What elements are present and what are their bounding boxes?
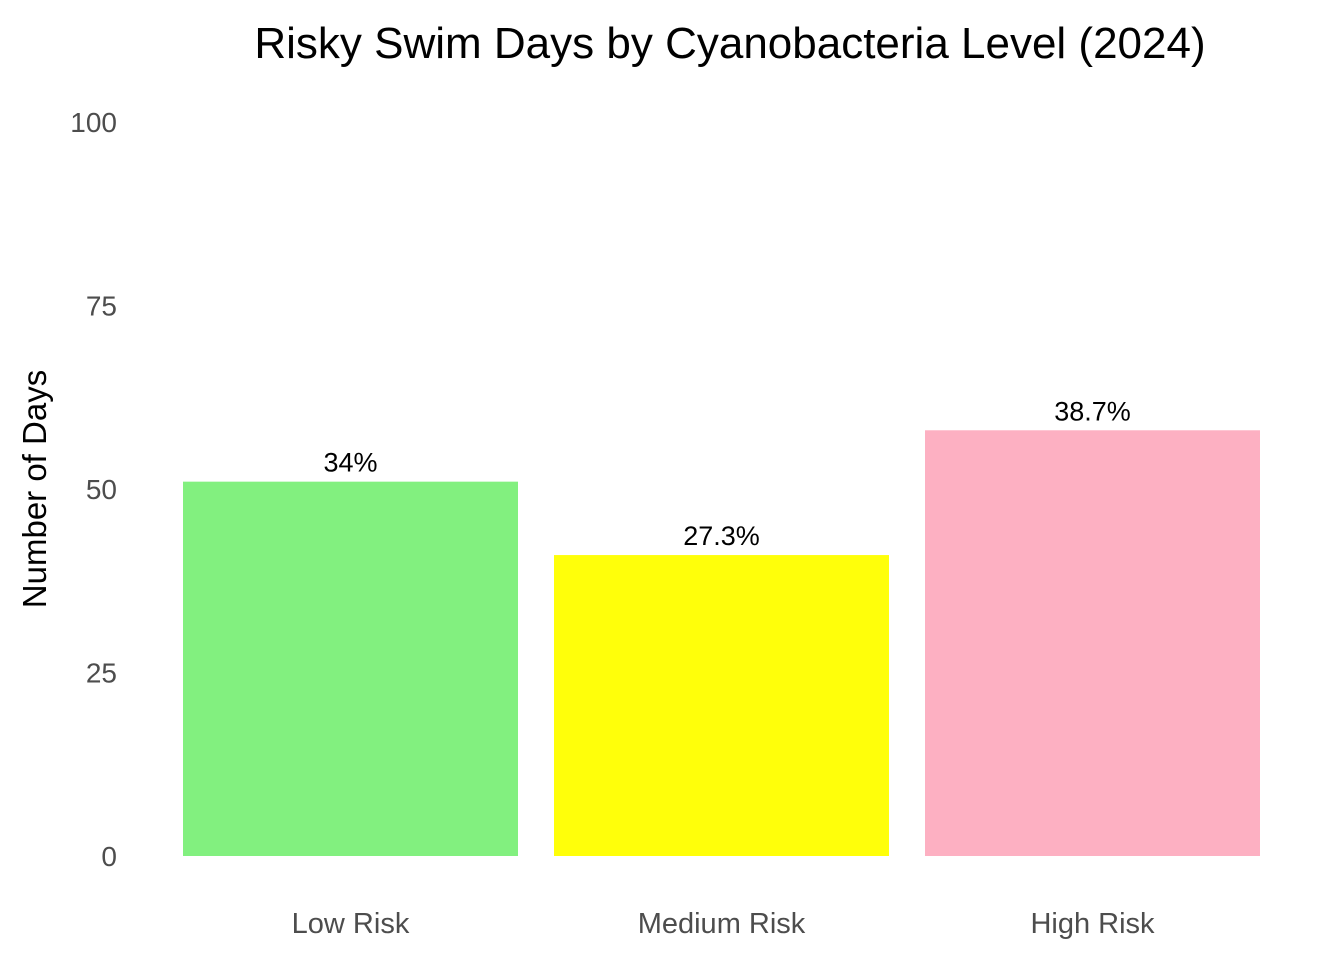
- x-tick-label: Low Risk: [292, 908, 410, 940]
- chart-title: Risky Swim Days by Cyanobacteria Level (…: [254, 19, 1205, 68]
- y-tick-label: 50: [86, 474, 117, 505]
- x-tick-label: High Risk: [1030, 908, 1155, 940]
- bar-data-label: 27.3%: [683, 521, 760, 551]
- bar: [925, 430, 1260, 856]
- y-tick-label: 100: [70, 107, 117, 138]
- y-axis-ticks: 0 25 50 75 100: [70, 107, 117, 872]
- bar: [183, 481, 518, 856]
- bar-labels-group: 34% 27.3% 38.7%: [323, 396, 1130, 551]
- bar-data-label: 38.7%: [1054, 396, 1131, 426]
- x-tick-label: Medium Risk: [638, 908, 806, 940]
- y-axis-label: Number of Days: [16, 370, 53, 608]
- bars-group: [183, 430, 1260, 856]
- y-tick-label: 75: [86, 291, 117, 322]
- y-tick-label: 0: [101, 841, 117, 872]
- bar: [554, 555, 889, 856]
- y-tick-label: 25: [86, 658, 117, 689]
- bar-data-label: 34%: [323, 448, 377, 478]
- x-axis-ticks: Low Risk Medium Risk High Risk: [292, 908, 1155, 940]
